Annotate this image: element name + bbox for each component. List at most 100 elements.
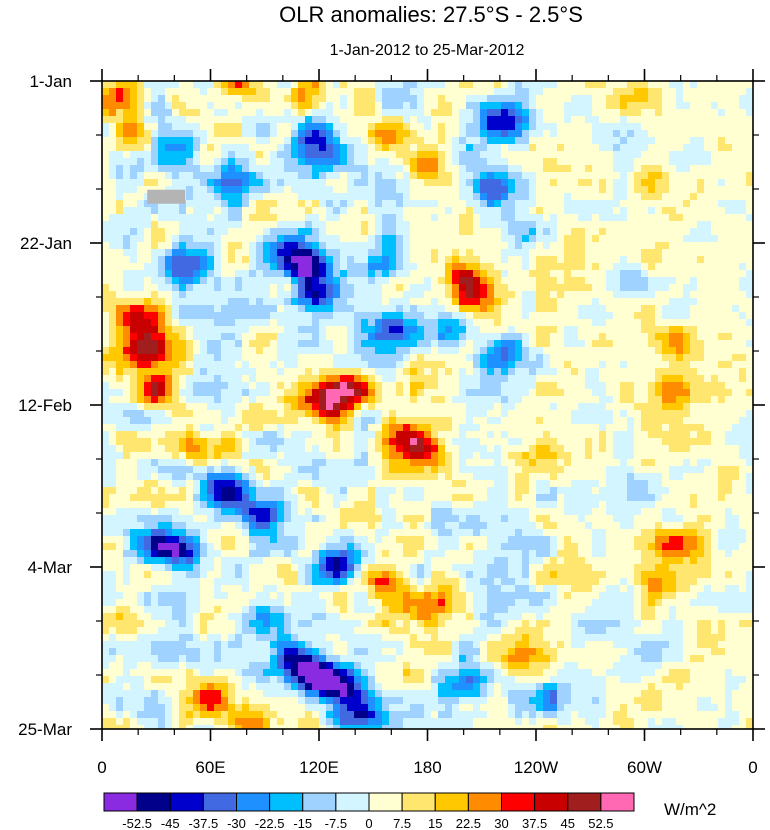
heatmap-cell — [606, 340, 614, 348]
heatmap-cell — [620, 95, 628, 103]
heatmap-cell — [697, 319, 705, 327]
heatmap-cell — [620, 214, 628, 222]
heatmap-cell — [375, 431, 383, 439]
heatmap-cell — [354, 130, 362, 138]
heatmap-cell — [697, 403, 705, 411]
heatmap-cell — [438, 214, 446, 222]
heatmap-cell — [564, 193, 572, 201]
heatmap-cell — [662, 249, 670, 257]
heatmap-cell — [291, 179, 299, 187]
heatmap-cell — [669, 403, 677, 411]
heatmap-cell — [431, 389, 439, 397]
heatmap-cell — [515, 326, 523, 334]
heatmap-cell — [123, 130, 131, 138]
heatmap-cell — [606, 291, 614, 299]
heatmap-cell — [235, 214, 243, 222]
heatmap-cell — [109, 340, 117, 348]
heatmap-cell — [620, 382, 628, 390]
heatmap-cell — [361, 284, 369, 292]
heatmap-cell — [739, 445, 747, 453]
heatmap-cell — [375, 228, 383, 236]
heatmap-cell — [725, 249, 733, 257]
heatmap-cell — [683, 207, 691, 215]
heatmap-cell — [298, 347, 306, 355]
heatmap-cell — [711, 305, 719, 313]
heatmap-cell — [305, 333, 313, 341]
heatmap-cell — [368, 389, 376, 397]
heatmap-cell — [578, 375, 586, 383]
heatmap-cell — [669, 277, 677, 285]
heatmap-cell — [501, 179, 509, 187]
heatmap-cell — [501, 249, 509, 257]
heatmap-cell — [312, 291, 320, 299]
heatmap-cell — [739, 116, 747, 124]
heatmap-cell — [543, 102, 551, 110]
heatmap-cell — [564, 242, 572, 250]
heatmap-cell — [144, 249, 152, 257]
heatmap-cell — [606, 305, 614, 313]
heatmap-cell — [256, 396, 264, 404]
heatmap-cell — [368, 137, 376, 145]
heatmap-cell — [683, 102, 691, 110]
heatmap-cell — [487, 123, 495, 131]
heatmap-cell — [711, 151, 719, 159]
heatmap-cell — [417, 396, 425, 404]
heatmap-cell — [620, 438, 628, 446]
heatmap-cell — [613, 431, 621, 439]
heatmap-cell — [375, 256, 383, 264]
heatmap-cell — [249, 424, 257, 432]
heatmap-cell — [529, 81, 537, 89]
heatmap-cell — [284, 417, 292, 425]
heatmap-cell — [739, 361, 747, 369]
heatmap-cell — [606, 417, 614, 425]
heatmap-cell — [102, 242, 110, 250]
heatmap-cell — [697, 312, 705, 320]
heatmap-cell — [200, 228, 208, 236]
heatmap-cell — [396, 81, 404, 89]
heatmap-cell — [487, 165, 495, 173]
heatmap-cell — [277, 172, 285, 180]
heatmap-cell — [123, 291, 131, 299]
heatmap-cell — [235, 249, 243, 257]
heatmap-cell — [711, 102, 719, 110]
heatmap-cell — [326, 193, 334, 201]
heatmap-cell — [193, 417, 201, 425]
heatmap-cell — [536, 312, 544, 320]
heatmap-cell — [235, 256, 243, 264]
heatmap-cell — [480, 137, 488, 145]
heatmap-cell — [389, 452, 397, 460]
heatmap-cell — [522, 179, 530, 187]
heatmap-cell — [648, 431, 656, 439]
heatmap-cell — [550, 417, 558, 425]
heatmap-cell — [571, 305, 579, 313]
heatmap-cell — [732, 319, 740, 327]
heatmap-cell — [137, 186, 145, 194]
heatmap-cell — [599, 235, 607, 243]
heatmap-cell — [172, 445, 180, 453]
heatmap-cell — [683, 361, 691, 369]
heatmap-cell — [655, 256, 663, 264]
heatmap-cell — [186, 319, 194, 327]
heatmap-cell — [235, 417, 243, 425]
heatmap-cell — [151, 326, 159, 334]
heatmap-cell — [704, 109, 712, 117]
heatmap-cell — [214, 109, 222, 117]
heatmap-cell — [662, 193, 670, 201]
heatmap-cell — [284, 186, 292, 194]
heatmap-cell — [711, 116, 719, 124]
heatmap-cell — [494, 298, 502, 306]
heatmap-cell — [165, 319, 173, 327]
heatmap-cell — [165, 186, 173, 194]
heatmap-cell — [599, 347, 607, 355]
heatmap-cell — [158, 137, 166, 145]
heatmap-cell — [361, 312, 369, 320]
heatmap-cell — [179, 207, 187, 215]
heatmap-cell — [522, 445, 530, 453]
heatmap-cell — [669, 109, 677, 117]
heatmap-cell — [242, 242, 250, 250]
heatmap-cell — [333, 81, 341, 89]
heatmap-cell — [165, 256, 173, 264]
heatmap-cell — [501, 158, 509, 166]
heatmap-cell — [200, 88, 208, 96]
heatmap-cell — [172, 151, 180, 159]
